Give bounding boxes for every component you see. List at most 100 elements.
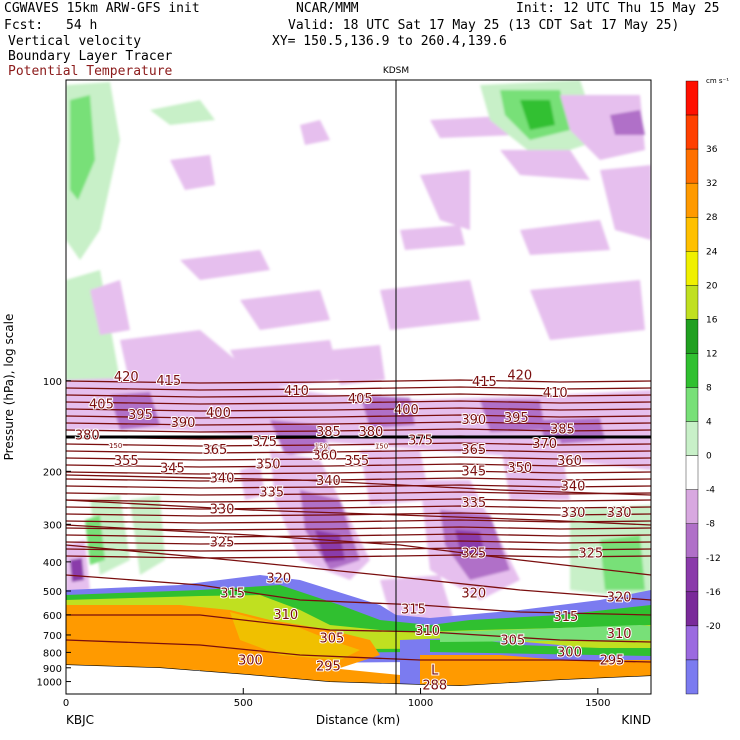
colorbar-label: -20: [706, 622, 721, 632]
theta-label: 300: [238, 653, 263, 668]
theta-contour: [66, 544, 651, 601]
colorbar-label: 8: [706, 384, 712, 394]
potential-temperature-contours: 420 415 405 395 390 400 410 385 405 380 400 415 420 4…: [66, 367, 651, 694]
y-tick-label: 900: [43, 664, 62, 675]
y-tick-label: 100: [43, 377, 62, 388]
colorbar-swatch: [685, 523, 699, 558]
theta-contour: [66, 449, 651, 454]
colorbar: 36 32 28 24 20 16 12 8 4 0 -4 -8 -12 -16 -20: [685, 80, 721, 695]
colorbar-swatch: [685, 148, 699, 184]
theta-label: 305: [319, 632, 344, 647]
theta-contour: [66, 386, 651, 391]
colorbar-label: 24: [706, 247, 718, 257]
theta-label: 410: [284, 384, 309, 399]
x-axis-label: Distance (km): [316, 713, 400, 727]
theta-label: 300: [557, 645, 582, 660]
axes: 0 500 1000 1500 100 200 300 400 500 600 700 800 900 1…: [37, 377, 611, 709]
theta-contour: [66, 379, 651, 384]
velocity-region: [180, 250, 270, 280]
field-vertical-velocity: Vertical velocity: [8, 34, 142, 49]
theta-label: 340: [561, 480, 586, 495]
theta-label: 375: [408, 434, 433, 449]
theta-label: 345: [160, 462, 185, 477]
velocity-region: [610, 110, 645, 135]
velocity-region: [530, 280, 645, 340]
theta-label: L: [431, 664, 439, 679]
theta-label: 320: [607, 590, 632, 605]
y-tick-label: 800: [43, 648, 62, 659]
theta-label: 320: [461, 587, 486, 602]
theta-contour: [66, 526, 651, 531]
velocity-region: [400, 225, 465, 250]
velocity-region: [500, 150, 590, 180]
velocity-region: [380, 280, 480, 330]
theta-label: 390: [171, 416, 196, 431]
theta-label: 310: [273, 608, 298, 623]
colorbar-swatch: [685, 489, 699, 524]
velocity-region: [600, 535, 645, 590]
theta-label: 150: [109, 442, 122, 450]
colorbar-label: 0: [706, 452, 712, 462]
y-tick-label: 500: [43, 587, 62, 598]
theta-label: 405: [89, 398, 114, 413]
theta-label: 350: [256, 458, 281, 473]
velocity-region: [240, 290, 330, 330]
theta-label: 400: [206, 406, 231, 421]
field-potential-temperature: Potential Temperature: [8, 64, 173, 79]
theta-contour: [66, 407, 651, 412]
theta-label: 355: [344, 454, 369, 469]
theta-label: 320: [266, 572, 291, 587]
velocity-region: [315, 530, 345, 562]
theta-contour: [66, 442, 651, 447]
theta-contour: [66, 474, 651, 496]
colorbar-swatch: [685, 319, 699, 354]
theta-label: 335: [461, 496, 486, 511]
colorbar-swatch: [685, 625, 699, 661]
theta-label: 400: [394, 403, 419, 418]
x-tick-label: 1000: [408, 698, 433, 709]
theta-contour: [66, 554, 651, 559]
plot-frame: [65, 79, 652, 695]
colorbar-swatch: [685, 455, 699, 490]
velocity-region: [360, 450, 430, 505]
colorbar-swatch: [685, 591, 699, 627]
theta-contour: [66, 540, 651, 545]
colorbar-swatch: [685, 114, 699, 150]
velocity-region: [560, 95, 645, 160]
theta-label: 380: [358, 425, 383, 440]
theta-label: 315: [401, 602, 426, 617]
theta-label: 315: [220, 587, 245, 602]
theta-label: 350: [507, 461, 532, 476]
colorbar-label: -4: [706, 486, 715, 496]
theta-contour: [66, 574, 651, 616]
y-tick-label: 1000: [37, 678, 62, 689]
theta-label: 288: [422, 678, 447, 693]
theta-label: 310: [415, 624, 440, 639]
field-boundary-layer-tracer: Boundary Layer Tracer: [8, 49, 173, 64]
colorbar-label: 32: [706, 179, 717, 189]
theta-contour: [66, 499, 651, 526]
theta-label: 420: [507, 368, 532, 383]
theta-label: 355: [114, 454, 139, 469]
theta-label: 365: [202, 443, 227, 458]
theta-label: 360: [312, 448, 337, 463]
theta-contour: [66, 505, 651, 510]
theta-label: 405: [348, 392, 373, 407]
colorbar-swatch: [685, 659, 699, 695]
theta-contour: [66, 414, 651, 419]
colorbar-label: 36: [706, 145, 718, 155]
colorbar-units: cm s⁻¹: [706, 77, 729, 85]
theta-contour: [66, 547, 651, 552]
theta-contour: [66, 400, 651, 405]
velocity-region: [520, 100, 555, 130]
colorbar-label: 28: [706, 213, 718, 223]
theta-label: 415: [156, 374, 181, 389]
velocity-region: [300, 120, 330, 145]
y-tick-label: 300: [43, 520, 62, 531]
colorbar-swatch: [685, 557, 699, 593]
tracer-region: [430, 640, 651, 656]
velocity-region: [330, 345, 385, 385]
velocity-region: [150, 100, 215, 125]
theta-label: 295: [316, 659, 341, 674]
theta-contour: [66, 484, 651, 489]
